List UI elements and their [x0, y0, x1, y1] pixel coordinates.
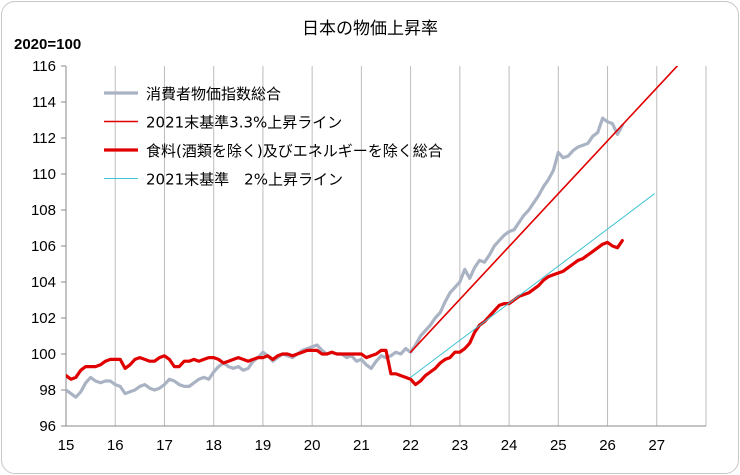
legend-label: 2021末基準3.3%上昇ライン — [146, 114, 342, 132]
y-tick-label: 102 — [31, 310, 56, 327]
y-tick-label: 98 — [39, 382, 56, 399]
y-tick-label: 110 — [32, 166, 56, 183]
legend-label: 消費者物価指数総合 — [146, 85, 281, 103]
y-tick-label: 108 — [31, 202, 56, 219]
series-cpi-all — [66, 116, 624, 399]
x-tick-label: 17 — [156, 437, 173, 454]
legend-label: 2021末基準 2%上昇ライン — [146, 171, 343, 189]
x-tick-label: 23 — [452, 437, 469, 454]
unit-label: 2020=100 — [14, 36, 82, 53]
y-tick-label: 96 — [39, 418, 56, 435]
x-tick-label: 22 — [402, 437, 419, 454]
legend-label: 食料(酒類を除く)及びエネルギーを除く総合 — [146, 142, 443, 160]
x-tick-label: 26 — [599, 437, 616, 454]
y-tick-label: 114 — [32, 94, 56, 111]
x-tick-label: 18 — [205, 437, 222, 454]
y-tick-label: 104 — [31, 274, 56, 291]
x-tick-label: 20 — [304, 437, 321, 454]
y-tick-label: 100 — [31, 346, 56, 363]
series-trend-3-3pct — [409, 66, 679, 354]
x-tick-label: 15 — [58, 437, 75, 454]
y-tick-label: 116 — [32, 58, 56, 75]
y-tick-label: 112 — [32, 130, 56, 147]
series-trend-2pct — [410, 193, 655, 378]
x-tick-label: 16 — [107, 437, 124, 454]
chart-title: 日本の物価上昇率 — [302, 19, 438, 39]
x-tick-label: 21 — [353, 437, 370, 454]
x-tick-label: 24 — [501, 437, 518, 454]
y-tick-label: 106 — [31, 238, 56, 255]
series-core-cpi — [66, 239, 624, 387]
x-tick-label: 27 — [648, 437, 665, 454]
x-tick-label: 25 — [550, 437, 567, 454]
x-tick-label: 19 — [255, 437, 272, 454]
